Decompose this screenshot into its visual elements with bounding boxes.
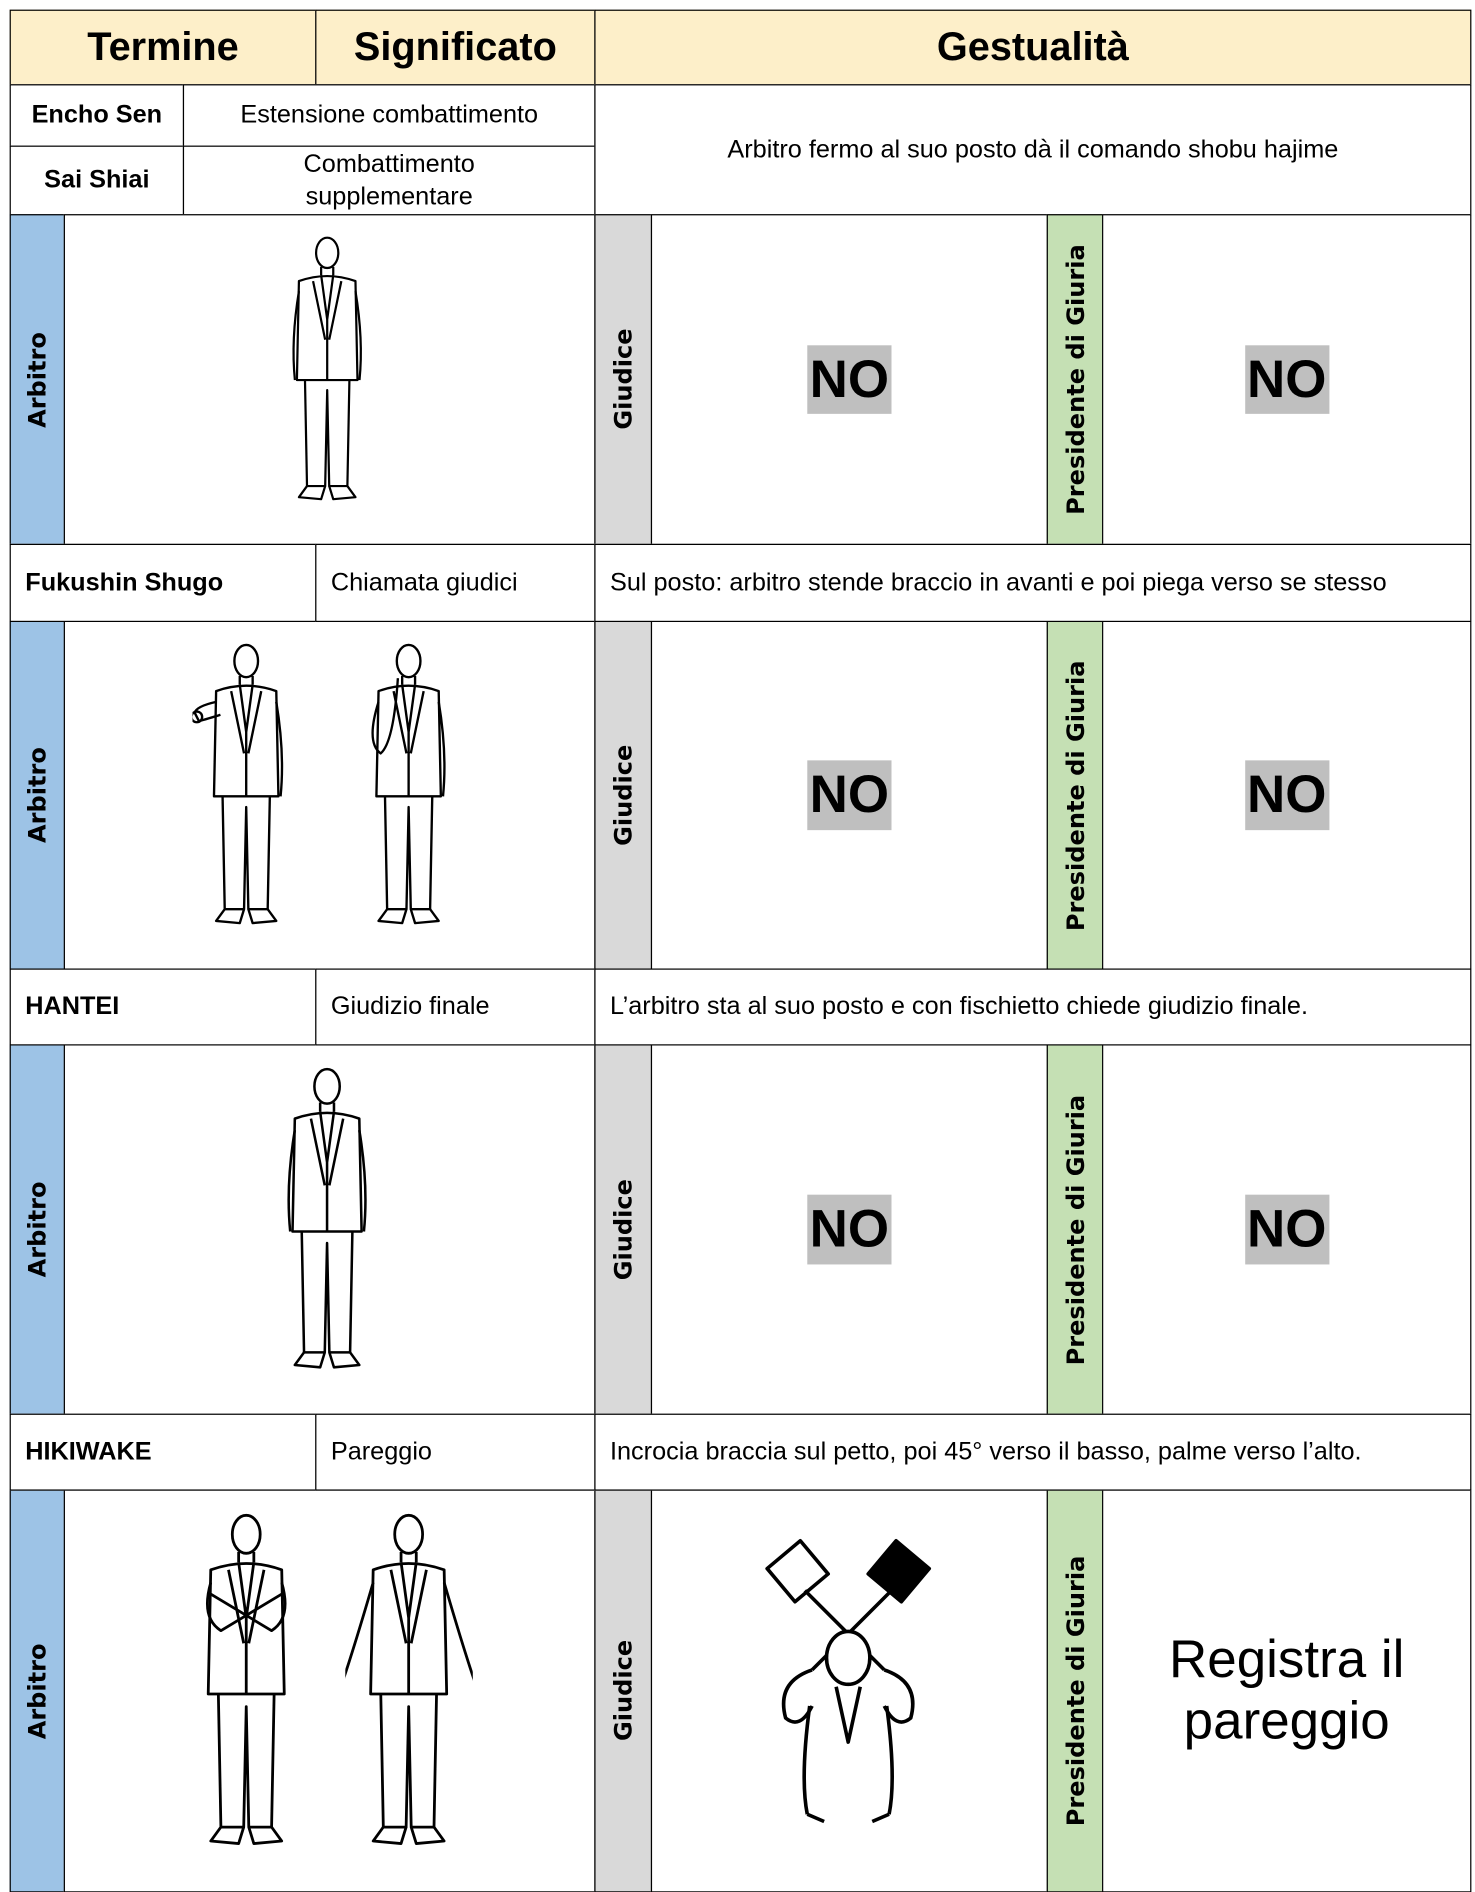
- term-cell: Encho Sen: [10, 84, 184, 147]
- term-cell-text: HANTEI: [25, 991, 119, 1024]
- president-cell-text: Registra il pareggio: [1139, 1630, 1434, 1752]
- president-label: Presidente di Giuria: [1047, 1044, 1104, 1415]
- figure: [183, 1504, 310, 1859]
- description-cell-text: L’arbitro sta al suo posto e con fischie…: [610, 992, 1308, 1022]
- president-label: Presidente di Giuria: [1047, 214, 1104, 545]
- header-cell: Termine: [10, 10, 317, 86]
- judge-cell: NO: [651, 621, 1048, 970]
- referee-label-text: Arbitro: [22, 1182, 53, 1278]
- president-label-text: Presidente di Giuria: [1059, 244, 1090, 515]
- header-text: Significato: [354, 22, 557, 74]
- president-cell: NO: [1102, 621, 1471, 970]
- term-cell: Fukushin Shugo: [10, 544, 317, 622]
- referee-label-text: Arbitro: [22, 1643, 53, 1739]
- term-cell-text: Fukushin Shugo: [25, 566, 223, 599]
- term: Encho Sen: [32, 99, 163, 132]
- page: Termine Significato Gestualità Encho Sen…: [0, 0, 1475, 1892]
- president-cell-text: NO: [1245, 345, 1329, 414]
- meaning-cell: Pareggio: [315, 1414, 595, 1491]
- description-cell-text: Sul posto: arbitro stende braccio in ava…: [610, 568, 1387, 598]
- president-label-text: Presidente di Giuria: [1059, 660, 1090, 931]
- term-cell-text: HIKIWAKE: [25, 1436, 151, 1469]
- president-label: Presidente di Giuria: [1047, 1489, 1104, 1892]
- table: Termine Significato Gestualità Encho Sen…: [0, 0, 1475, 1891]
- president-cell-text: NO: [1245, 1195, 1329, 1264]
- judge-label: Giudice: [594, 1044, 652, 1415]
- description-cell: Arbitro fermo al suo posto dà il comando…: [594, 84, 1471, 215]
- meaning-cell-text: Chiamata giudici: [331, 566, 518, 599]
- term: Sai Shiai: [44, 164, 149, 197]
- judge-cell-text: NO: [807, 1195, 891, 1264]
- president-label: Presidente di Giuria: [1047, 621, 1104, 970]
- judge-figure: [752, 1538, 944, 1827]
- referee-figure-cell: [64, 1489, 596, 1892]
- referee-label-text: Arbitro: [22, 332, 53, 428]
- judge-cell: NO: [651, 214, 1048, 545]
- judge-label: Giudice: [594, 214, 652, 545]
- president-label-text: Presidente di Giuria: [1059, 1556, 1090, 1827]
- judge-cell-text: NO: [807, 761, 891, 830]
- judge-label-text: Giudice: [608, 1179, 639, 1280]
- judge-cell-text: NO: [807, 345, 891, 414]
- referee-label: Arbitro: [10, 1044, 65, 1415]
- judge-label: Giudice: [594, 1489, 652, 1892]
- figure: [355, 635, 462, 936]
- description: Arbitro fermo al suo posto dà il comando…: [727, 133, 1338, 166]
- judge-label-text: Giudice: [608, 329, 639, 430]
- meaning-cell: Estensione combattimento: [183, 84, 596, 147]
- meaning-cell: Combattimento supplementare: [183, 146, 596, 216]
- referee-label: Arbitro: [10, 1489, 65, 1892]
- judge-label-text: Giudice: [608, 1640, 639, 1741]
- meaning-cell-text: Giudizio finale: [331, 991, 490, 1024]
- header-cell: Gestualità: [594, 10, 1471, 86]
- term-cell: HIKIWAKE: [10, 1414, 317, 1491]
- referee-figure-cell: [64, 621, 596, 970]
- president-cell: NO: [1102, 214, 1471, 545]
- judge-label: Giudice: [594, 621, 652, 970]
- judge-cell: NO: [651, 1044, 1048, 1415]
- figure: [270, 1059, 385, 1381]
- meaning: Estensione combattimento: [240, 99, 538, 132]
- figure: [346, 1504, 473, 1859]
- president-cell: NO: [1102, 1044, 1471, 1415]
- meaning: Combattimento supplementare: [256, 148, 522, 214]
- president-label-text: Presidente di Giuria: [1059, 1094, 1090, 1365]
- description-cell: Incrocia braccia sul petto, poi 45° vers…: [594, 1414, 1471, 1491]
- term-cell: HANTEI: [10, 968, 317, 1045]
- description-cell: Sul posto: arbitro stende braccio in ava…: [594, 544, 1471, 622]
- judge-label-text: Giudice: [608, 745, 639, 846]
- header-cell: Significato: [315, 10, 595, 86]
- term-cell: Sai Shiai: [10, 146, 184, 216]
- president-cell-text: NO: [1245, 761, 1329, 830]
- meaning-cell: Giudizio finale: [315, 968, 595, 1045]
- description-cell-text: Incrocia braccia sul petto, poi 45° vers…: [610, 1437, 1362, 1467]
- president-cell: Registra il pareggio: [1102, 1489, 1471, 1892]
- referee-label-text: Arbitro: [22, 747, 53, 843]
- referee-label: Arbitro: [10, 214, 65, 545]
- meaning-cell: Chiamata giudici: [315, 544, 595, 622]
- header-text: Termine: [87, 22, 239, 74]
- figure: [277, 229, 378, 512]
- description-cell: L’arbitro sta al suo posto e con fischie…: [594, 968, 1471, 1045]
- meaning-cell-text: Pareggio: [331, 1436, 432, 1469]
- header-text: Gestualità: [937, 22, 1129, 74]
- referee-label: Arbitro: [10, 621, 65, 970]
- figure: [193, 635, 300, 936]
